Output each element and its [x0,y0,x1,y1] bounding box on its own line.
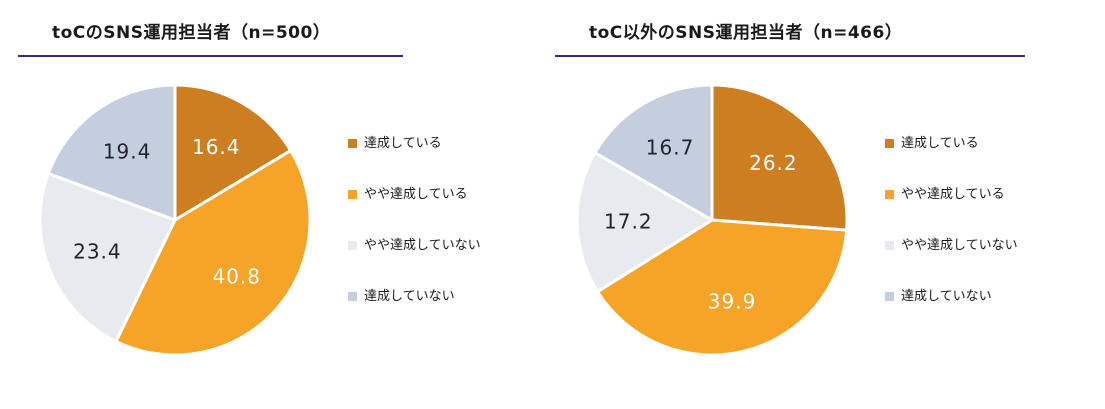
chart-section-non-toc: toC以外のSNS運用担当者（n=466） 26.2 39.9 17.2 16.7 達… [555,18,1100,357]
pie-chart: 26.2 39.9 17.2 16.7 [575,83,849,357]
pie-value-label: 40.8 [212,265,261,289]
pie-svg: 26.2 39.9 17.2 16.7 [575,83,849,357]
legend-swatch-icon [348,241,357,250]
legend-item: やや達成していない [885,237,1018,255]
pie-value-label: 23.4 [73,239,122,263]
title-underline [18,55,403,57]
pie-svg: 16.4 40.8 23.4 19.4 [38,83,312,357]
pie-value-label: 16.4 [192,135,241,159]
pie-slice [710,83,849,232]
legend-label: 達成していない [364,288,455,304]
pie-slice [593,83,714,222]
chart-body: 16.4 40.8 23.4 19.4 達成しているやや達成している やや達成していない… [18,83,533,357]
legend-label: やや達成していない [901,237,1018,253]
chart-section-toc: toCのSNS運用担当者（n=500） 16.4 40.8 23.4 19.4 達成し… [18,18,533,357]
title-underline [555,55,1025,57]
pie-value-label: 26.2 [749,151,798,175]
legend-swatch-icon [885,139,894,148]
legend: 達成しているやや達成している やや達成していない 達成していない [312,135,481,306]
legend-item: 達成していない [348,288,481,306]
pie-chart: 16.4 40.8 23.4 19.4 [38,83,312,357]
legend-label: やや達成していない [364,237,481,253]
legend-swatch-icon [348,190,357,199]
chart-title: toCのSNS運用担当者（n=500） [52,23,331,43]
pie-value-label: 19.4 [103,139,152,163]
legend-item: やや達成していない [348,237,481,255]
pie-slice [575,151,714,294]
legend-swatch-icon [348,139,357,148]
pie-slice [173,83,293,222]
charts-row: toCのSNS運用担当者（n=500） 16.4 40.8 23.4 19.4 達成し… [18,18,1100,357]
legend: 達成しているやや達成している やや達成していない 達成していない [849,135,1018,306]
legend-item: 達成していない [885,288,1018,306]
legend-swatch-icon [885,292,894,301]
pie-value-label: 39.9 [708,289,757,313]
legend-label: 達成していない [901,288,992,304]
legend-item: 達成している [348,135,481,153]
chart-title: toC以外のSNS運用担当者（n=466） [589,23,903,43]
legend-label: 達成している [364,135,442,151]
legend-swatch-icon [885,241,894,250]
legend-swatch-icon [885,190,894,199]
legend-label: やや達成している [364,186,468,202]
pie-slice [46,83,177,222]
pie-slice [114,149,312,357]
legend-swatch-icon [348,292,357,301]
pie-value-label: 16.7 [646,136,695,160]
pie-value-label: 17.2 [604,210,653,234]
legend-item: やや達成している [348,186,481,204]
legend-label: やや達成している [901,186,1005,202]
pie-slice [38,171,177,343]
legend-label: 達成している [901,135,979,151]
chart-body: 26.2 39.9 17.2 16.7 達成しているやや達成している やや達成していない… [555,83,1100,357]
legend-item: 達成している [885,135,1018,153]
legend-item: やや達成している [885,186,1018,204]
